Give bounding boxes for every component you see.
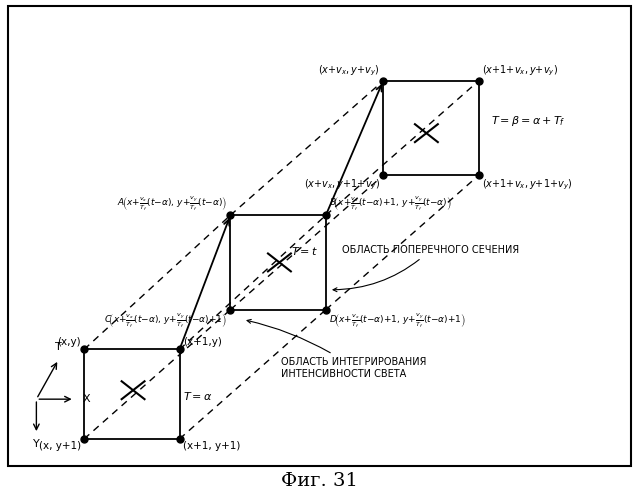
Text: Фиг. 31: Фиг. 31 bbox=[281, 472, 358, 490]
Text: (x+1,y): (x+1,y) bbox=[183, 337, 222, 347]
Text: ОБЛАСТЬ ИНТЕГРИРОВАНИЯ
ИНТЕНСИВНОСТИ СВЕТА: ОБЛАСТЬ ИНТЕГРИРОВАНИЯ ИНТЕНСИВНОСТИ СВЕ… bbox=[247, 320, 427, 378]
Text: $(x{+}1{+}v_x, y{+}1{+}v_y)$: $(x{+}1{+}v_x, y{+}1{+}v_y)$ bbox=[482, 178, 573, 192]
Text: $D\!\left(x{+}\frac{v_x}{T_f}(t{-}\alpha){+}1,\,y{+}\frac{v_y}{T_f}(t{-}\alpha){: $D\!\left(x{+}\frac{v_x}{T_f}(t{-}\alpha… bbox=[329, 312, 466, 330]
Text: $A\!\left(x{+}\frac{v_x}{T_f}(t{-}\alpha),\,y{+}\frac{v_y}{T_f}(t{-}\alpha)\righ: $A\!\left(x{+}\frac{v_x}{T_f}(t{-}\alpha… bbox=[118, 194, 227, 212]
Text: $(x{+}1{+}v_x, y{+}v_y)$: $(x{+}1{+}v_x, y{+}v_y)$ bbox=[482, 64, 558, 78]
Text: ОБЛАСТЬ ПОПЕРЕЧНОГО СЕЧЕНИЯ: ОБЛАСТЬ ПОПЕРЕЧНОГО СЕЧЕНИЯ bbox=[333, 245, 519, 292]
Text: (x,y): (x,y) bbox=[58, 337, 81, 347]
Text: (x+1, y+1): (x+1, y+1) bbox=[183, 442, 240, 452]
Text: $C\!\left(x{+}\frac{v_x}{T_f}(t{-}\alpha),\,y{+}\frac{v_y}{T_f}(t{-}\alpha){+}1\: $C\!\left(x{+}\frac{v_x}{T_f}(t{-}\alpha… bbox=[104, 312, 227, 330]
Text: $T = \beta = \alpha + T_f$: $T = \beta = \alpha + T_f$ bbox=[491, 114, 566, 128]
Text: T: T bbox=[56, 342, 62, 352]
Text: X: X bbox=[82, 394, 90, 404]
Text: $(x{+}v_x, y{+}v_y)$: $(x{+}v_x, y{+}v_y)$ bbox=[318, 64, 380, 78]
Text: $T = t$: $T = t$ bbox=[291, 246, 318, 258]
Text: $(x{+}v_x, y{+}1{+}v_y)$: $(x{+}v_x, y{+}1{+}v_y)$ bbox=[304, 178, 380, 192]
Text: (x, y+1): (x, y+1) bbox=[39, 442, 81, 452]
Text: $T = \alpha$: $T = \alpha$ bbox=[183, 390, 212, 402]
Text: Y: Y bbox=[33, 439, 40, 449]
Text: $B\!\left(x{+}\frac{v_x}{T_f}(t{-}\alpha){+}1,\,y{+}\frac{v_y}{T_f}(t{-}\alpha)\: $B\!\left(x{+}\frac{v_x}{T_f}(t{-}\alpha… bbox=[329, 194, 452, 212]
